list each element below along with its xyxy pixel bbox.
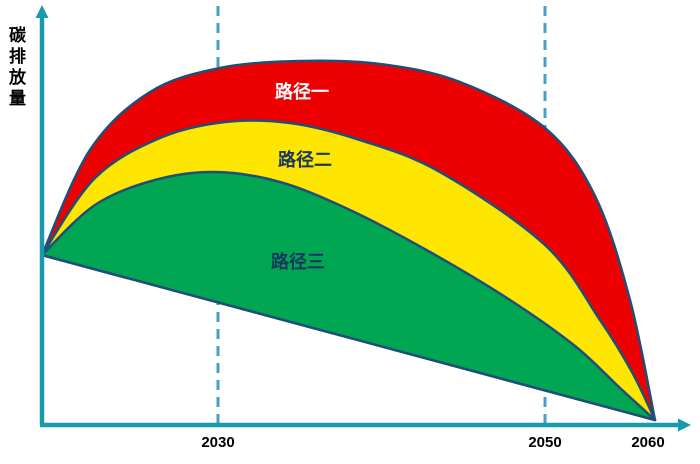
series-label-path-3: 路径三: [271, 251, 325, 272]
series-label-path-1: 路径一: [275, 81, 329, 102]
y-axis-title: 碳排放量: [6, 26, 25, 110]
series-labels: 路径一 路径二 路径三: [271, 81, 332, 272]
x-axis-arrowhead: [678, 418, 691, 432]
area-series: [40, 59, 657, 422]
area-path-3: [40, 170, 657, 422]
x-tick-2030: 2030: [201, 434, 234, 451]
x-tick-2050: 2050: [528, 434, 561, 451]
x-tick-2060: 2060: [631, 434, 664, 451]
axes: [35, 5, 691, 432]
series-label-path-2: 路径二: [278, 149, 332, 170]
x-tick-labels: 2030 2050 2060: [201, 434, 664, 451]
y-axis-arrowhead: [35, 5, 49, 18]
